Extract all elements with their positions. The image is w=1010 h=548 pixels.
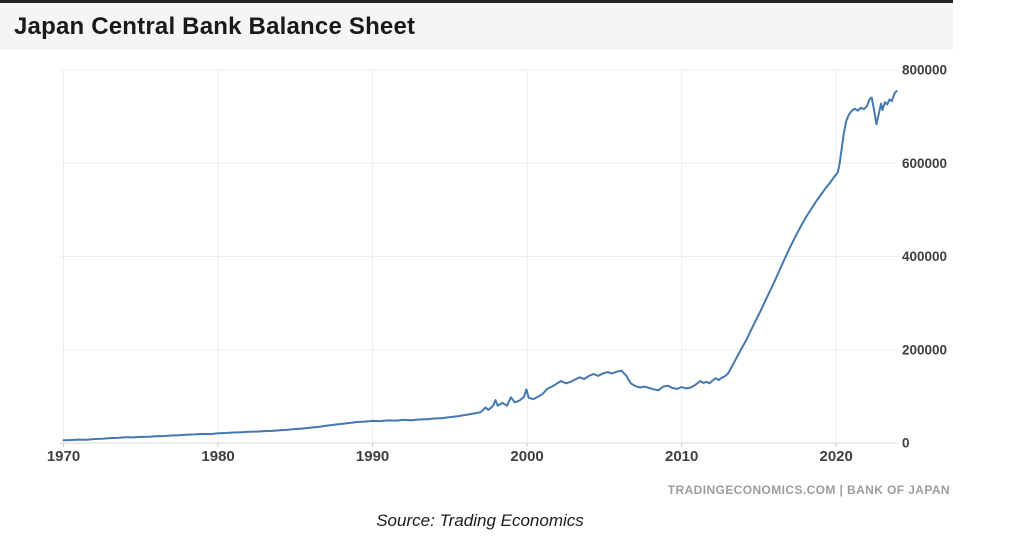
- y-axis-label: 0: [902, 436, 910, 451]
- x-axis-label: 1970: [47, 448, 80, 465]
- x-axis-label: 1980: [201, 448, 234, 465]
- chart-title-bar: Japan Central Bank Balance Sheet: [0, 0, 953, 50]
- x-axis-label: 1990: [356, 448, 389, 465]
- y-axis-label: 200000: [902, 342, 947, 357]
- source-caption: Source: Trading Economics: [376, 511, 584, 530]
- y-axis-label: 600000: [902, 156, 947, 171]
- x-axis-label: 2010: [665, 448, 698, 465]
- balance-sheet-plot[interactable]: 0 200000 400000 600000 800000 1970 1980 1990 200…: [0, 0, 1010, 505]
- axis-labels: 0 200000 400000 600000 800000 1970 1980 1990 200…: [47, 63, 947, 466]
- watermark: TRADINGECONOMICS.COM | BANK OF JAPAN: [667, 483, 950, 497]
- chart-area[interactable]: 0 200000 400000 600000 800000 1970 1980 1990 200…: [0, 0, 1010, 505]
- gridlines: [60, 69, 898, 447]
- y-axis-label: 800000: [902, 63, 947, 78]
- x-axis-label: 2000: [510, 448, 543, 465]
- y-axis-label: 400000: [902, 249, 947, 264]
- x-axis-label: 2020: [820, 448, 853, 465]
- chart-title: Japan Central Bank Balance Sheet: [14, 12, 416, 40]
- series-line: [62, 90, 898, 442]
